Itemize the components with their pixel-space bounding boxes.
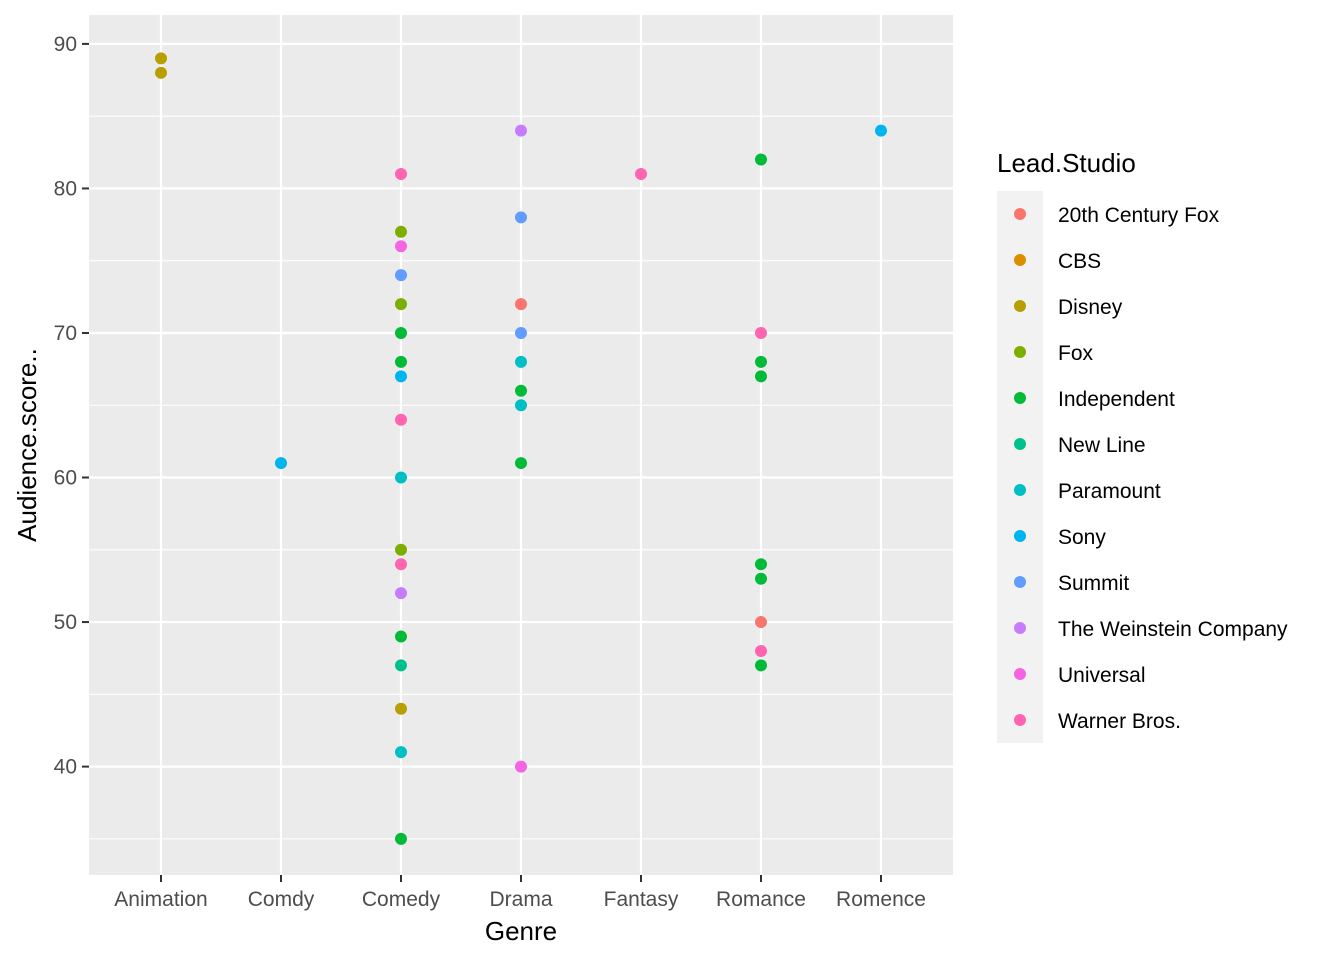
legend-key [1014,622,1026,634]
data-point [755,153,767,166]
legend-key [1014,484,1026,496]
data-point [755,326,767,339]
data-point [515,211,527,224]
y-axis-title: Audience.score.. [12,348,42,542]
data-point [635,167,647,180]
legend-label: Sony [1058,526,1106,549]
legend-key [1014,346,1026,358]
data-point [395,225,407,238]
x-axis-title: Genre [485,916,557,946]
data-point [395,558,407,571]
x-tick-label: Romence [836,888,926,911]
data-point [395,630,407,643]
data-point [755,572,767,585]
legend-label: New Line [1058,434,1146,457]
data-point [275,457,287,470]
data-point [395,269,407,282]
data-point [395,326,407,339]
x-axis: Animation Comdy Comedy Drama Fantasy Romance R… [114,875,926,911]
legend-key [1014,254,1026,266]
y-tick-label: 60 [54,467,77,490]
legend-key [1014,530,1026,542]
data-point [515,760,527,773]
x-tick-label: Drama [489,888,552,911]
y-tick-label: 40 [54,756,77,779]
data-point [515,384,527,397]
data-point [395,659,407,672]
data-point [395,702,407,715]
data-point [515,298,527,311]
data-point [395,298,407,311]
legend-title: Lead.Studio [997,148,1136,178]
legend-key [1014,438,1026,450]
legend-key [1014,576,1026,588]
legend-label: Universal [1058,664,1146,687]
data-point [155,66,167,79]
data-point [755,355,767,368]
data-point [515,124,527,137]
legend-label: The Weinstein Company [1058,618,1288,641]
y-tick-label: 70 [54,322,77,345]
data-point [395,240,407,253]
legend-label: Disney [1058,296,1123,319]
data-point [515,326,527,339]
y-tick-label: 50 [54,611,77,634]
legend-label: Warner Bros. [1058,710,1181,733]
y-axis: 40 50 60 70 80 90 [54,33,89,779]
legend-key [1014,668,1026,680]
legend-label: Fox [1058,342,1094,365]
y-tick-label: 90 [54,33,77,56]
x-tick-label: Fantasy [604,888,679,911]
legend-key [1014,392,1026,404]
data-point [395,471,407,484]
data-point [395,355,407,368]
legend-label: 20th Century Fox [1058,204,1220,227]
x-tick-label: Comdy [248,888,315,911]
data-point [155,52,167,65]
data-point [755,370,767,383]
legend-key [1014,208,1026,220]
y-tick-label: 80 [54,177,77,200]
data-point [755,659,767,672]
data-point [515,355,527,368]
legend: Lead.Studio 20th Century Fox CBS Disney Fox… [997,148,1288,743]
data-point [395,543,407,556]
legend-key [1014,300,1026,312]
legend-label: CBS [1058,250,1101,273]
data-point [395,167,407,180]
x-tick-label: Romance [716,888,806,911]
data-point [755,644,767,657]
data-point [395,370,407,383]
legend-label: Paramount [1058,480,1161,503]
x-tick-label: Animation [114,888,207,911]
data-points [155,52,887,845]
data-point [395,746,407,759]
legend-label: Independent [1058,388,1175,411]
data-point [875,124,887,137]
data-point [515,457,527,470]
data-point [755,558,767,571]
data-point [395,413,407,426]
data-point [755,616,767,629]
x-tick-label: Comedy [362,888,441,911]
legend-key [1014,714,1026,726]
legend-key-background [997,191,1043,743]
data-point [515,399,527,412]
legend-label: Summit [1058,572,1129,595]
data-point [395,587,407,600]
data-point [395,832,407,845]
